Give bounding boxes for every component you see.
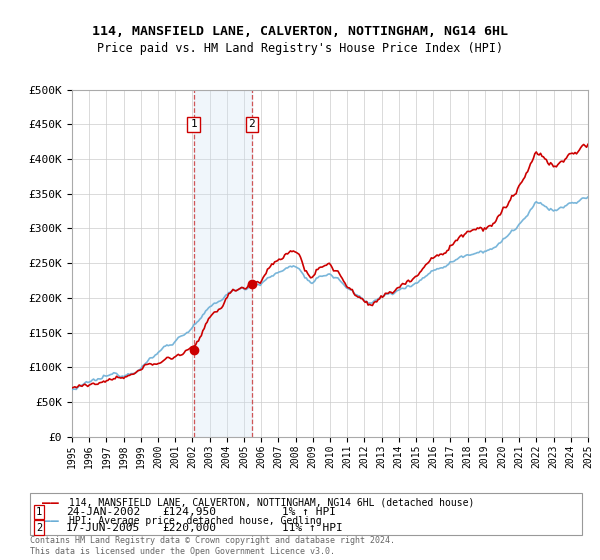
- Text: 114, MANSFIELD LANE, CALVERTON, NOTTINGHAM, NG14 6HL (detached house): 114, MANSFIELD LANE, CALVERTON, NOTTINGH…: [69, 498, 475, 508]
- Text: 114, MANSFIELD LANE, CALVERTON, NOTTINGHAM, NG14 6HL: 114, MANSFIELD LANE, CALVERTON, NOTTINGH…: [92, 25, 508, 38]
- Text: 2: 2: [248, 119, 255, 129]
- Text: 17-JUN-2005: 17-JUN-2005: [66, 522, 140, 533]
- Text: £220,000: £220,000: [162, 522, 216, 533]
- Text: 1: 1: [190, 119, 197, 129]
- Text: 1: 1: [36, 507, 42, 517]
- Text: 11% ↑ HPI: 11% ↑ HPI: [282, 522, 343, 533]
- Text: Contains HM Land Registry data © Crown copyright and database right 2024.
This d: Contains HM Land Registry data © Crown c…: [30, 536, 395, 556]
- Text: ——: ——: [42, 514, 59, 528]
- Text: 1% ↑ HPI: 1% ↑ HPI: [282, 507, 336, 517]
- Text: ——: ——: [42, 496, 59, 510]
- Bar: [194, 90, 252, 437]
- Text: HPI: Average price, detached house, Gedling: HPI: Average price, detached house, Gedl…: [69, 516, 322, 526]
- Text: 2: 2: [36, 522, 42, 533]
- Text: Price paid vs. HM Land Registry's House Price Index (HPI): Price paid vs. HM Land Registry's House …: [97, 42, 503, 55]
- Text: £124,950: £124,950: [162, 507, 216, 517]
- Text: 24-JAN-2002: 24-JAN-2002: [66, 507, 140, 517]
